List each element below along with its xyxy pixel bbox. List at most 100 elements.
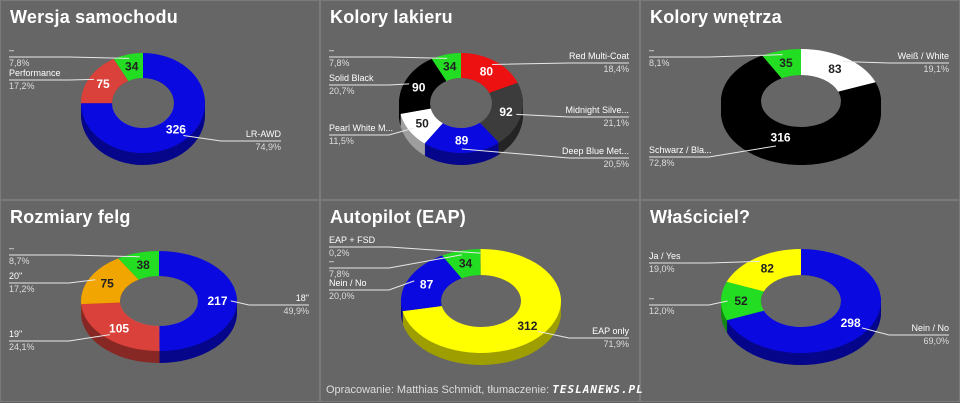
chart-panel-owner: Właściciel? 298 Nein / No 69,0% 52 – 12,0% 82 J… — [640, 200, 960, 402]
slice-percent-label: 7,8% — [9, 58, 30, 68]
slice-category-label: Red Multi-Coat — [569, 51, 630, 61]
chart-panel-wheel-sizes: Rozmiary felg 217 18" 49,9% 105 19" 24,1% 75 20… — [0, 200, 320, 402]
leader-line — [649, 145, 777, 158]
slice-category-label: 18" — [296, 293, 309, 303]
slice-percent-label: 19,0% — [649, 264, 675, 274]
leader-line — [329, 83, 410, 86]
chart-title: Kolory lakieru — [330, 7, 453, 27]
leader-line — [183, 134, 281, 142]
leader-line — [9, 254, 140, 258]
leader-line — [461, 148, 629, 159]
slice-category-label: 19" — [9, 329, 22, 339]
slice-value-label: 87 — [420, 278, 434, 292]
leader-line — [9, 334, 111, 342]
credit-text: Opracowanie: Matthias Schmidt, tłumaczen… — [326, 384, 550, 396]
leader-line — [842, 61, 949, 64]
leader-line — [861, 327, 949, 336]
slice-category-label: Schwarz / Bla... — [649, 145, 712, 155]
slice-value-label: 82 — [761, 262, 775, 276]
slice-percent-label: 17,2% — [9, 81, 35, 91]
slice-value-label: 89 — [455, 133, 469, 147]
pie-slice — [113, 53, 143, 81]
chart-panel-interior-colors: Kolory wnętrza 83 Weiß / White 19,1% 316 Sch… — [640, 0, 960, 200]
chart-panel-car-version: Wersja samochodu 326 LR-AWD 74,9% 75 Perform… — [0, 0, 320, 200]
pie-slice — [721, 55, 881, 154]
pie-slice — [80, 258, 139, 305]
donut-hole-top — [761, 75, 841, 127]
donut-chart: 80 Red Multi-Coat 18,4% 92 Midnight Silve...… — [329, 45, 630, 169]
slice-percent-label: 7,8% — [329, 58, 350, 68]
pie-slice — [81, 58, 129, 104]
leader-line — [329, 127, 414, 136]
slice-percent-label: 18,4% — [603, 64, 629, 74]
chart-title: Autopilot (EAP) — [330, 207, 466, 227]
pie-slice — [461, 53, 518, 93]
slice-percent-label: 72,8% — [649, 158, 675, 168]
slice-percent-label: 24,1% — [9, 342, 35, 352]
slice-value-label: 80 — [480, 65, 494, 79]
donut-chart: 312 EAP only 71,9% 87 Nein / No 20,0% 34 – 7,8% E… — [329, 235, 629, 365]
brand-logo-text: TESLANEWS.PL — [552, 383, 644, 396]
slice-percent-label: 20,5% — [603, 159, 629, 169]
slice-percent-label: 20,7% — [329, 86, 355, 96]
slice-category-label: Performance — [9, 68, 61, 78]
slice-category-label: LR-AWD — [246, 129, 282, 139]
slice-percent-label: 7,8% — [329, 269, 350, 279]
slice-value-label: 83 — [828, 62, 842, 76]
slice-percent-label: 12,0% — [649, 306, 675, 316]
slice-category-label: – — [9, 243, 14, 253]
slice-value-label: 34 — [125, 60, 139, 74]
slice-category-label: – — [329, 256, 334, 266]
pie-slice — [81, 53, 205, 153]
slice-percent-label: 0,2% — [329, 248, 350, 258]
slice-value-label: 75 — [100, 277, 114, 291]
slice-percent-label: 71,9% — [603, 339, 629, 349]
pie-slice — [159, 251, 238, 351]
slice-percent-label: 8,7% — [9, 256, 30, 266]
leader-line — [9, 78, 95, 81]
chart-title: Kolory wnętrza — [650, 7, 782, 27]
pie-slice — [726, 249, 801, 292]
pie-slice — [762, 49, 801, 79]
slice-value-label: 90 — [412, 80, 426, 94]
chart-panel-paint-colors: Kolory lakieru 80 Red Multi-Coat 18,4% 92 Mi… — [320, 0, 640, 200]
pie-slice — [399, 58, 447, 114]
slice-value-label: 38 — [136, 258, 150, 272]
slice-value-label: 298 — [841, 316, 861, 330]
chart-title: Właściciel? — [650, 207, 751, 227]
leader-line — [649, 300, 728, 306]
slice-percent-label: 21,1% — [603, 118, 629, 128]
slice-category-label: – — [329, 45, 334, 55]
leader-line — [9, 279, 96, 284]
slice-value-label: 50 — [415, 117, 429, 131]
slice-percent-label: 19,1% — [923, 64, 949, 74]
pie-slice — [118, 251, 159, 280]
donut-hole-top — [430, 78, 492, 128]
slice-category-label: Midnight Silve... — [565, 105, 629, 115]
slice-value-label: 92 — [499, 105, 513, 119]
slice-category-label: – — [649, 45, 654, 55]
slice-category-label: Pearl White M... — [329, 123, 393, 133]
leader-line — [516, 113, 629, 118]
pie-slice — [721, 281, 764, 321]
slice-percent-label: 11,5% — [329, 136, 354, 146]
slice-category-label: Weiß / White — [898, 51, 949, 61]
leader-line — [649, 260, 760, 264]
footer-credit: Opracowanie: Matthias Schmidt, tłumaczen… — [326, 383, 644, 396]
slice-category-label: Nein / No — [329, 278, 367, 288]
donut-hole-top — [112, 78, 174, 128]
slice-category-label: 20" — [9, 271, 22, 281]
slice-category-label: Deep Blue Met... — [562, 146, 629, 156]
leader-line — [9, 56, 130, 59]
slice-value-label: 75 — [96, 77, 110, 91]
pie-slice — [402, 249, 561, 353]
pie-slice — [81, 302, 160, 351]
donut-chart: 83 Weiß / White 19,1% 316 Schwarz / Bla... 72… — [649, 45, 949, 168]
chart-title: Rozmiary felg — [10, 207, 131, 227]
pie-slice — [479, 82, 523, 143]
slice-value-label: 105 — [109, 321, 129, 335]
chart-panel-autopilot: Autopilot (EAP) 312 EAP only 71,9% 87 Nein /… — [320, 200, 640, 402]
chart-title: Wersja samochodu — [10, 7, 178, 27]
pie-slice — [479, 249, 481, 276]
leader-line — [329, 246, 481, 254]
